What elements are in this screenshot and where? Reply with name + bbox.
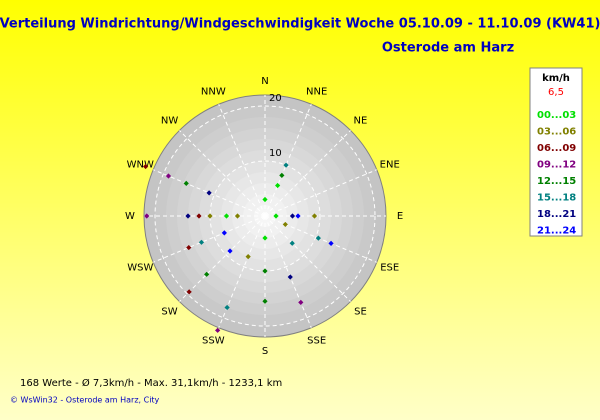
point	[183, 180, 189, 186]
legend-entry: 21...24	[537, 226, 576, 237]
copyright: © WsWin32 - Osterode am Harz, City	[10, 396, 160, 405]
point	[234, 213, 241, 219]
spoke	[264, 169, 377, 217]
r-tick-label: 20	[269, 93, 282, 104]
point	[223, 213, 230, 219]
point	[224, 304, 230, 311]
point	[283, 162, 289, 168]
point	[142, 163, 149, 170]
point	[279, 172, 285, 178]
legend-value: 6,5	[548, 87, 564, 98]
spoke	[264, 130, 351, 217]
direction-label: WNW	[127, 159, 154, 170]
point	[185, 213, 191, 219]
point	[289, 240, 295, 246]
legend-entry: 00...03	[537, 110, 576, 121]
rose: N NNE NE ENE E ESE SE SSE S SSW SW WSW W WNW NW NNW 10 20	[125, 76, 403, 357]
point	[262, 268, 268, 274]
point	[207, 213, 213, 219]
point	[221, 230, 227, 236]
direction-label: E	[397, 211, 403, 222]
legend-entry: 03...06	[537, 127, 576, 138]
direction-label: SSW	[202, 336, 225, 347]
direction-label: N	[261, 76, 268, 87]
point	[215, 327, 221, 333]
direction-label: ENE	[380, 159, 400, 170]
direction-label: NNE	[306, 86, 327, 97]
point	[328, 240, 334, 246]
point	[165, 173, 172, 179]
direction-label: S	[262, 346, 268, 357]
direction-label: SE	[354, 306, 367, 317]
spoke	[264, 215, 351, 302]
footer-stats: 168 Werte - Ø 7,3km/h - Max. 31,1km/h - …	[20, 377, 282, 389]
point	[295, 213, 301, 219]
point	[275, 182, 281, 189]
point	[144, 213, 150, 219]
spoke	[179, 130, 266, 217]
direction-label: WSW	[127, 263, 153, 274]
direction-label: NW	[161, 116, 178, 127]
spoke	[153, 215, 266, 263]
direction-label: NNW	[201, 86, 226, 97]
point	[273, 213, 279, 219]
legend-entry: 18...21	[537, 209, 576, 220]
direction-label: W	[125, 211, 135, 222]
point	[311, 213, 318, 219]
point	[227, 248, 233, 254]
legend-entry: 06...09	[537, 143, 576, 154]
legend: km/h 6,5 00...03 03...06 06...09 09...12 12...…	[537, 73, 576, 237]
direction-label: ESE	[380, 263, 399, 274]
point	[262, 196, 268, 203]
point	[298, 299, 304, 305]
point	[186, 289, 192, 295]
legend-entry: 15...18	[537, 193, 576, 204]
point	[245, 254, 251, 260]
point	[198, 239, 205, 245]
spoke	[218, 104, 266, 217]
point	[196, 213, 202, 219]
point	[282, 221, 288, 228]
point	[287, 274, 293, 280]
direction-label: SW	[161, 306, 177, 317]
point	[206, 190, 212, 196]
point	[186, 244, 192, 251]
grid-ring	[154, 105, 376, 327]
spoke	[153, 169, 266, 217]
point	[204, 271, 210, 277]
spoke	[179, 215, 266, 302]
chart-subtitle: Osterode am Harz	[382, 41, 514, 56]
spoke	[264, 215, 312, 328]
direction-label: NE	[354, 116, 368, 127]
legend-entry: 12...15	[537, 176, 576, 187]
chart-title: Verteilung Windrichtung/Windgeschwindigk…	[0, 17, 600, 32]
legend-box	[529, 67, 583, 237]
legend-title: km/h	[542, 73, 570, 84]
point	[289, 213, 296, 219]
point	[315, 235, 321, 241]
r-tick-label: 10	[269, 148, 282, 159]
direction-label: SSE	[307, 336, 326, 347]
spoke	[264, 215, 377, 263]
point	[262, 298, 268, 304]
legend-entry: 09...12	[537, 160, 576, 171]
point	[262, 235, 268, 241]
spoke	[264, 104, 312, 217]
